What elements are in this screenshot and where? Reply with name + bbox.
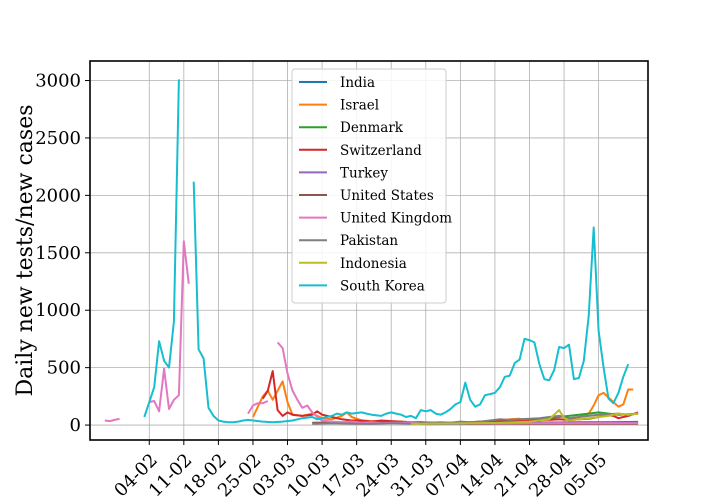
- legend-label: Turkey: [340, 165, 388, 181]
- y-axis: 0 500 1000 1500 2000 2500 3000: [35, 71, 90, 436]
- y-tick-label: 1000: [35, 300, 81, 321]
- series-line-south-korea: [143, 79, 630, 424]
- plot-frame: [89, 60, 649, 441]
- y-tick-label: 500: [47, 358, 81, 379]
- legend: India Israel Denmark Switzerland Turkey Unite…: [291, 68, 452, 304]
- y-axis-label: Daily new tests/new cases: [13, 104, 38, 396]
- y-tick-label: 1500: [35, 243, 81, 264]
- legend-label: Israel: [340, 98, 379, 114]
- series-lines: [104, 79, 639, 426]
- legend-label: Denmark: [340, 120, 404, 136]
- x-axis: 04-0211-0218-0225-0203-0310-0317-0324-03…: [110, 440, 611, 501]
- y-tick-label: 2500: [35, 128, 81, 149]
- legend-label: United States: [340, 188, 434, 204]
- series-line-pakistan: [312, 412, 639, 425]
- y-tick-label: 2000: [35, 185, 81, 206]
- legend-label: Switzerland: [340, 143, 422, 159]
- legend-label: Pakistan: [340, 233, 398, 249]
- legend-label: India: [340, 75, 375, 91]
- y-tick-label: 0: [70, 415, 81, 436]
- series-line-united-kingdom: [104, 240, 639, 425]
- y-tick-label: 3000: [35, 71, 81, 92]
- legend-label: South Korea: [340, 278, 425, 294]
- series-line-indonesia: [410, 409, 639, 425]
- legend-box: [291, 68, 447, 304]
- legend-label: Indonesia: [340, 256, 407, 272]
- legend-label: United Kingdom: [340, 211, 452, 227]
